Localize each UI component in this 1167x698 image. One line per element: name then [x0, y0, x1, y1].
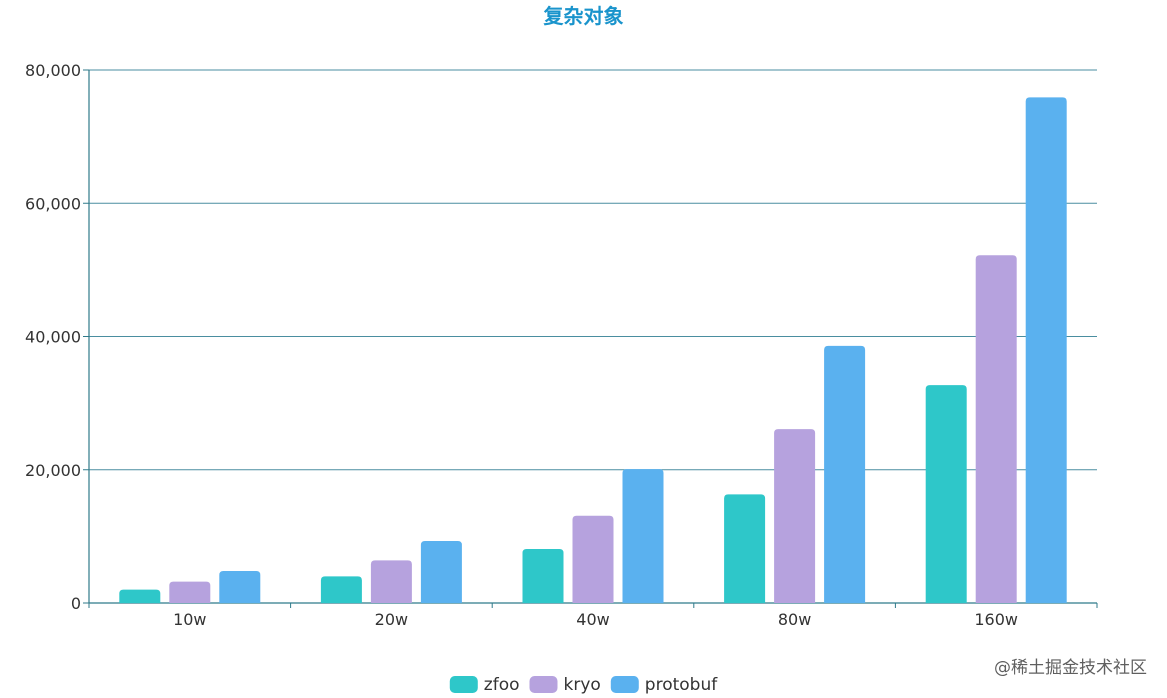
- legend[interactable]: zfoo kryo protobuf: [449, 675, 718, 695]
- legend-label-kryo[interactable]: kryo: [563, 675, 600, 695]
- bar-protobuf-80w[interactable]: [824, 345, 866, 603]
- x-tick-label: 160w: [974, 610, 1018, 629]
- bar-zfoo-80w[interactable]: [724, 494, 766, 603]
- bar-kryo-40w[interactable]: [572, 515, 614, 603]
- bar-kryo-10w[interactable]: [169, 581, 211, 603]
- legend-swatch-kryo[interactable]: [529, 676, 558, 693]
- legend-label-protobuf[interactable]: protobuf: [645, 675, 718, 695]
- x-tick-label: 40w: [576, 610, 609, 629]
- y-tick-label: 60,000: [25, 194, 81, 213]
- legend-label-zfoo[interactable]: zfoo: [484, 675, 520, 695]
- bar-protobuf-10w[interactable]: [219, 571, 261, 603]
- chart-title: 复杂对象: [543, 4, 624, 28]
- bar-protobuf-160w[interactable]: [1025, 97, 1067, 603]
- bar-zfoo-160w[interactable]: [925, 385, 967, 603]
- y-tick-label: 80,000: [25, 61, 81, 80]
- watermark: @稀土掘金技术社区: [994, 658, 1147, 678]
- y-tick-label: 20,000: [25, 461, 81, 480]
- legend-swatch-zfoo[interactable]: [449, 676, 478, 693]
- bar-kryo-160w[interactable]: [975, 255, 1017, 603]
- bar-protobuf-20w[interactable]: [420, 541, 462, 603]
- bar-zfoo-20w[interactable]: [320, 576, 362, 603]
- legend-swatch-protobuf[interactable]: [610, 676, 639, 693]
- x-tick-label: 20w: [375, 610, 408, 629]
- bar-zfoo-40w[interactable]: [522, 549, 564, 603]
- bars: [119, 97, 1067, 603]
- x-tick-label: 80w: [778, 610, 811, 629]
- bar-kryo-80w[interactable]: [774, 429, 816, 603]
- bar-kryo-20w[interactable]: [370, 560, 412, 603]
- y-tick-label: 0: [71, 594, 81, 613]
- bar-protobuf-40w[interactable]: [622, 469, 664, 603]
- bar-zfoo-10w[interactable]: [119, 589, 161, 603]
- tick-labels: 0 20,000 40,000 60,000 80,000 10w 20w 40w 80w 160…: [25, 61, 1018, 629]
- x-tick-label: 10w: [173, 610, 206, 629]
- y-tick-label: 40,000: [25, 328, 81, 347]
